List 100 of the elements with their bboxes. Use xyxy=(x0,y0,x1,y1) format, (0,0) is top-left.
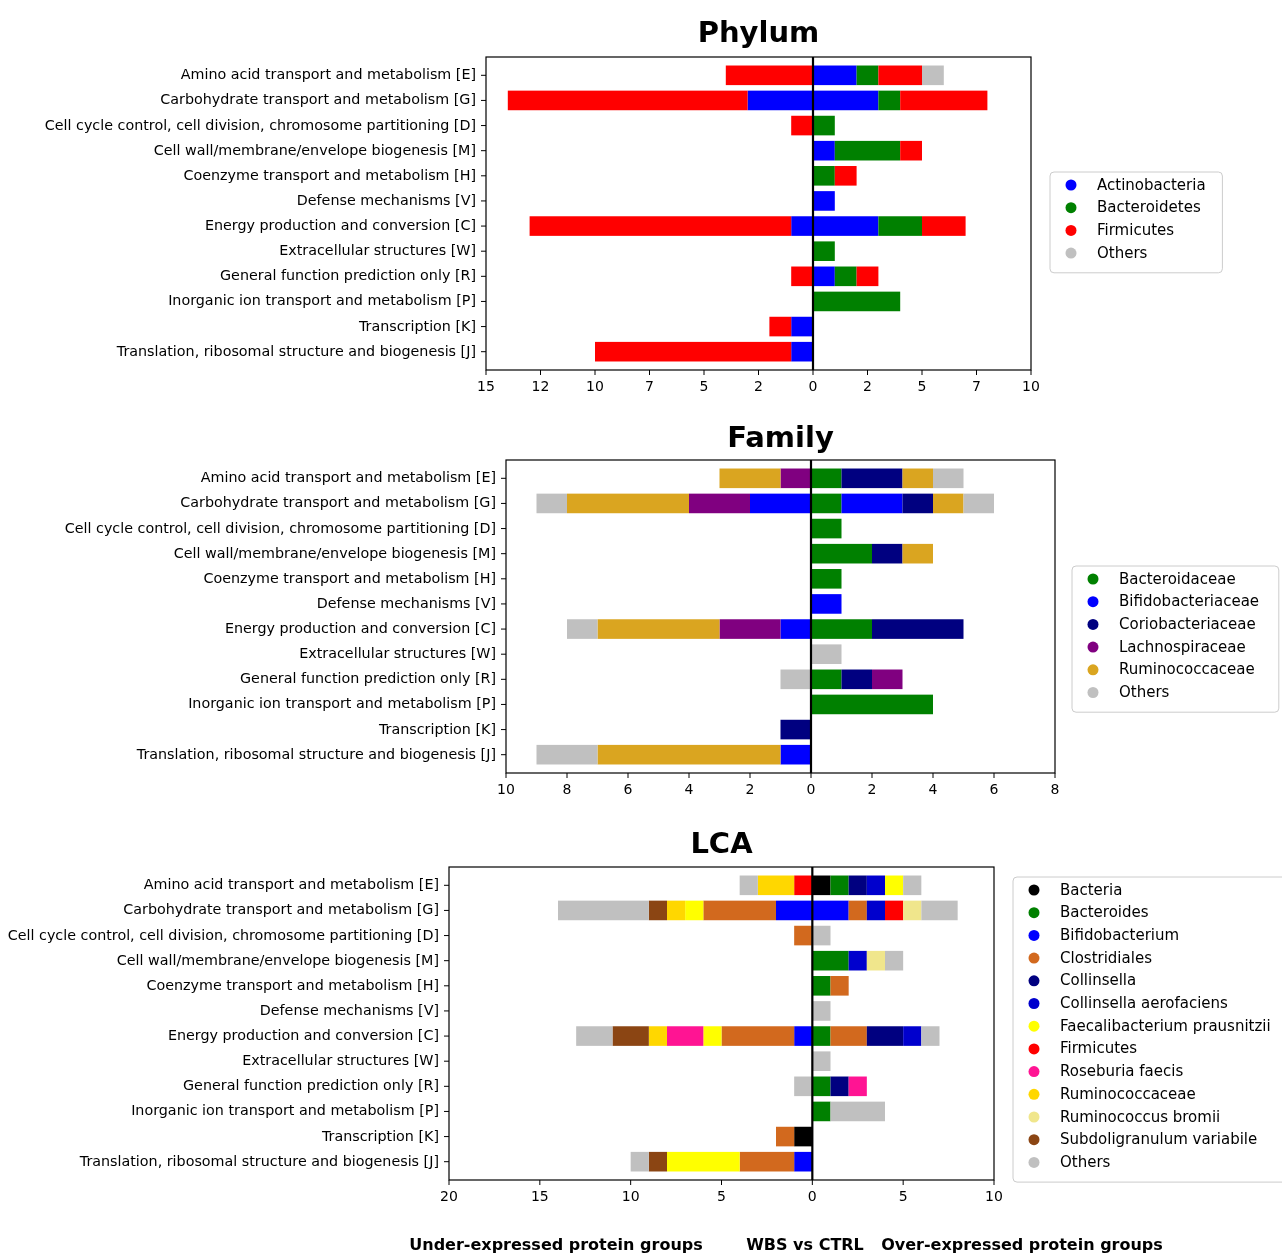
y-tick-label: Cell cycle control, cell division, chromosome partitioning [D] xyxy=(64,519,496,536)
y-tick-label: Coenzyme transport and metabolism [H] xyxy=(146,976,439,993)
bar xyxy=(794,1076,813,1097)
legend-label: Roseburia faecis xyxy=(1060,1062,1184,1081)
x-tick-label: 15 xyxy=(530,1188,549,1204)
bar xyxy=(813,140,835,161)
bar xyxy=(866,875,885,896)
bar xyxy=(834,166,857,186)
y-tick-label: Coenzyme transport and metabolism [H] xyxy=(203,569,496,586)
legend-label: Bacteroidaceae xyxy=(1119,569,1236,588)
bar xyxy=(813,216,879,236)
bar xyxy=(841,669,872,690)
x-tick-label: 4 xyxy=(684,781,694,797)
bar xyxy=(812,900,849,921)
bar xyxy=(963,493,994,514)
bar xyxy=(597,619,720,639)
legend-label: Collinsella xyxy=(1060,971,1137,990)
bar xyxy=(813,291,901,312)
bar xyxy=(812,1001,831,1021)
bar xyxy=(856,65,879,86)
bar xyxy=(900,140,922,161)
x-tick-label: 10 xyxy=(621,1188,640,1204)
legend-label: Lachnospiraceae xyxy=(1119,637,1246,656)
bar xyxy=(812,950,849,971)
bar xyxy=(567,493,689,514)
y-tick-label: Energy production and conversion [C] xyxy=(204,217,476,234)
legend-label: Bacteroidetes xyxy=(1097,198,1201,217)
x-tick-label: 5 xyxy=(898,1188,908,1204)
bar xyxy=(878,65,922,86)
y-tick-label: Cell cycle control, cell division, chromosome partitioning [D] xyxy=(44,116,476,133)
legend-label: Bifidobacteriaceae xyxy=(1119,592,1260,611)
bar xyxy=(811,619,872,639)
y-tick-label: General function prediction only [R] xyxy=(220,267,476,284)
x-tick-label: 10 xyxy=(497,781,515,797)
bar xyxy=(933,468,964,489)
bar xyxy=(811,543,872,564)
bar xyxy=(813,241,835,261)
bar xyxy=(812,925,831,946)
bar xyxy=(648,900,667,921)
y-tick-label: Inorganic ion transport and metabolism [P] xyxy=(188,695,496,712)
x-tick-label: 2 xyxy=(745,781,755,797)
y-tick-label: Transcription [K] xyxy=(320,1127,439,1144)
x-tick-label: 8 xyxy=(562,781,572,797)
x-tick-label: 0 xyxy=(806,781,816,797)
legend-label: Bacteria xyxy=(1060,880,1123,899)
bar xyxy=(885,900,904,921)
y-tick-label: Transcription [K] xyxy=(377,720,496,737)
x-tick-label: 15 xyxy=(477,378,495,394)
bar xyxy=(902,543,933,564)
bar xyxy=(902,468,933,489)
y-tick-label: Defense mechanisms [V] xyxy=(316,594,496,611)
text: Under-expressed protein groups xyxy=(409,1234,703,1254)
legend-label: Others xyxy=(1119,683,1170,701)
y-tick-label: Amino acid transport and metabolism [E] xyxy=(200,469,496,486)
bar xyxy=(848,875,867,896)
legend-label: Ruminococcaceae xyxy=(1119,660,1255,679)
bar xyxy=(750,493,811,514)
bar xyxy=(878,216,922,236)
bar xyxy=(830,1076,849,1097)
bar xyxy=(848,900,867,921)
bar xyxy=(507,90,748,111)
bar xyxy=(576,1026,613,1046)
bar xyxy=(830,875,849,896)
bar xyxy=(648,1026,667,1046)
x-tick-label: 10 xyxy=(586,378,604,394)
bar xyxy=(834,266,857,287)
bar xyxy=(769,316,792,337)
bar xyxy=(872,669,903,690)
bar xyxy=(922,65,944,86)
x-tick-label: 6 xyxy=(623,781,633,797)
y-tick-label: Energy production and conversion [C] xyxy=(167,1027,439,1044)
y-tick-label: Extracellular structures [W] xyxy=(299,645,496,662)
x-tick-label: 2 xyxy=(867,781,877,797)
text: WBS vs CTRL xyxy=(746,1234,864,1254)
bar xyxy=(536,493,567,514)
x-tick-label: 2 xyxy=(754,378,763,394)
y-tick-label: Coenzyme transport and metabolism [H] xyxy=(183,166,476,183)
y-tick-label: Translation, ribosomal structure and biogenesis [J] xyxy=(115,342,476,359)
y-tick-label: Translation, ribosomal structure and biogenesis [J] xyxy=(135,745,496,762)
x-tick-label: 5 xyxy=(699,378,709,394)
bar xyxy=(900,90,988,111)
legend-label: Ruminococcus bromii xyxy=(1060,1107,1221,1126)
legend-label: Subdoligranulum variabile xyxy=(1060,1130,1258,1149)
text: Over-expressed protein groups xyxy=(881,1234,1163,1254)
x-tick-label: 20 xyxy=(440,1188,458,1204)
bar xyxy=(776,900,813,921)
y-tick-label: Amino acid transport and metabolism [E] xyxy=(143,876,439,893)
bar xyxy=(903,875,922,896)
bar xyxy=(812,1051,831,1071)
bar xyxy=(791,316,813,337)
bar xyxy=(856,266,879,287)
bar xyxy=(747,90,813,111)
bar xyxy=(794,875,813,896)
bar xyxy=(813,115,835,136)
bar xyxy=(830,1101,885,1122)
bar xyxy=(813,90,879,111)
bar xyxy=(813,65,857,86)
legend-label: Others xyxy=(1097,243,1148,262)
legend-label: Ruminococcaceae xyxy=(1060,1084,1196,1103)
bar xyxy=(848,950,867,971)
